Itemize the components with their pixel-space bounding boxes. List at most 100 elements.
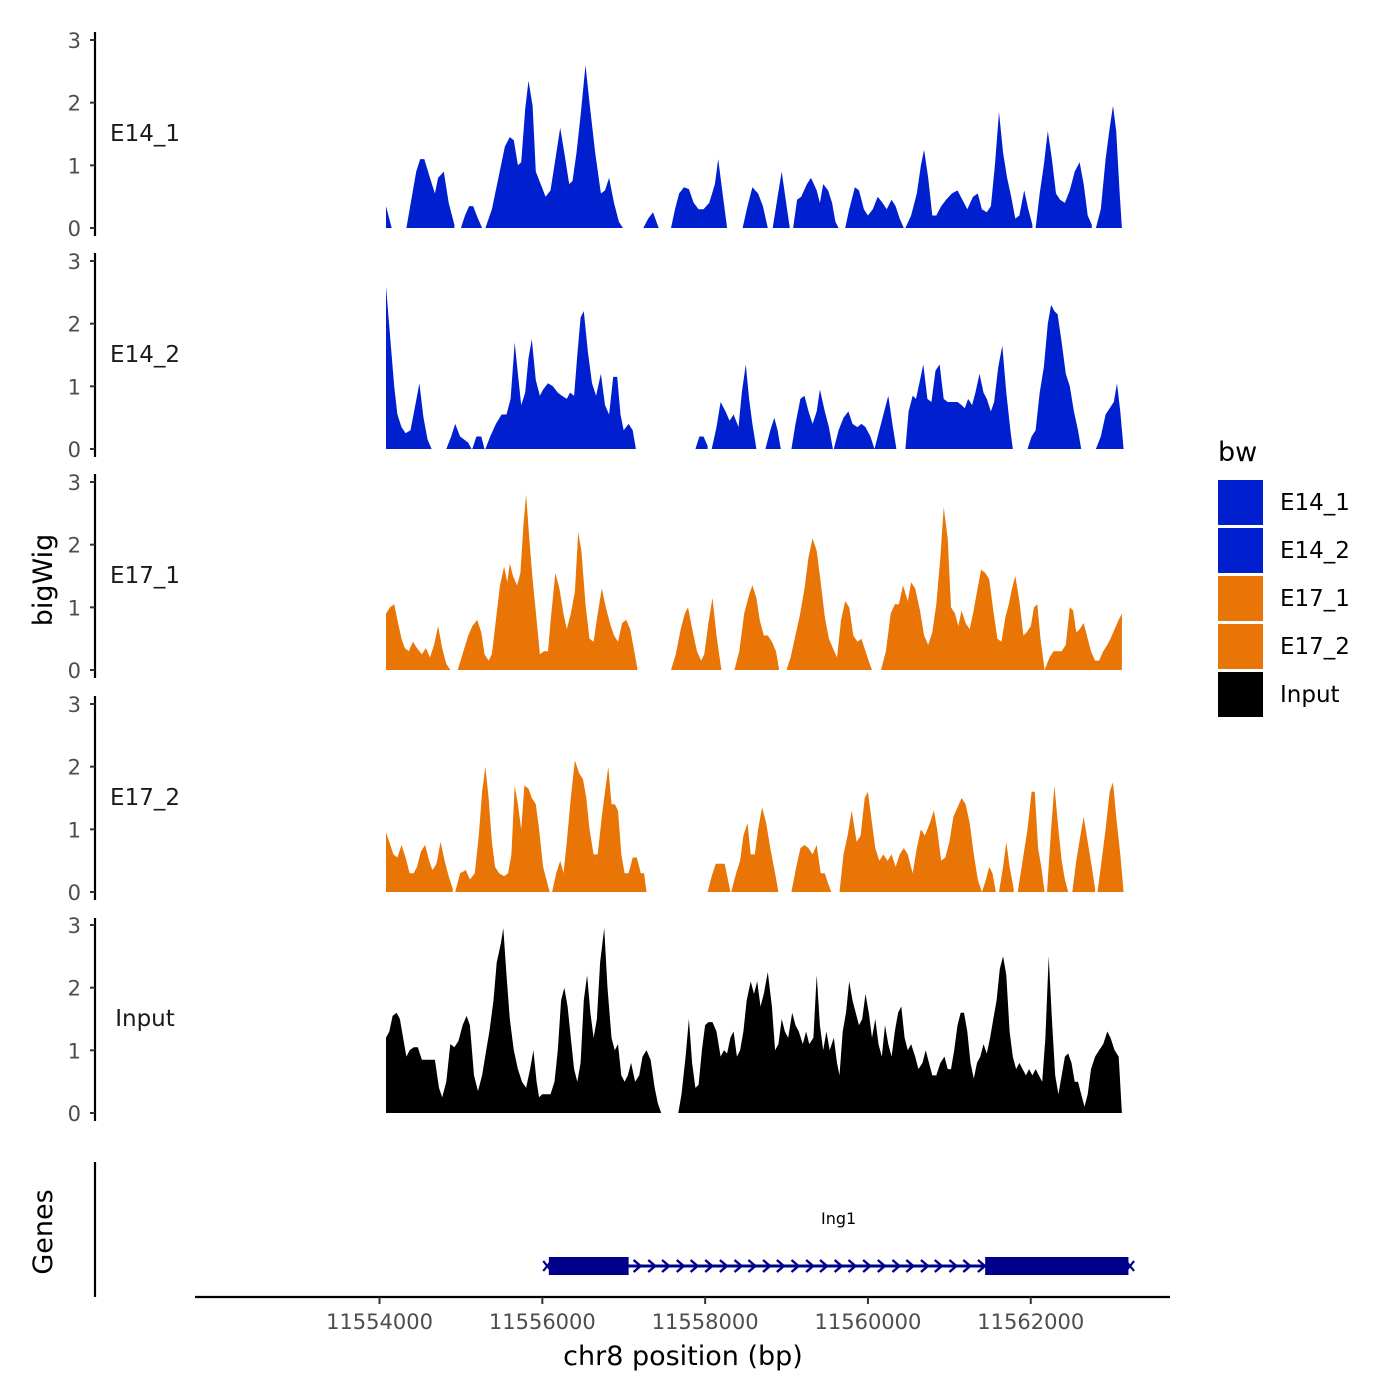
legend-swatch <box>1218 672 1263 717</box>
coverage-area <box>707 863 731 892</box>
coverage-area <box>845 187 904 228</box>
strand-arrow <box>920 1259 930 1273</box>
coverage-area <box>695 436 708 449</box>
y-tick-label: 0 <box>68 659 81 683</box>
coverage-area <box>1035 130 1092 228</box>
gene-name-label: Ing1 <box>821 1209 856 1228</box>
coverage-area <box>981 866 996 892</box>
y-tick-label: 3 <box>68 29 81 53</box>
y-tick-label: 0 <box>68 217 81 241</box>
coverage-area <box>905 112 1033 228</box>
coverage-area <box>793 177 839 228</box>
coverage-area <box>671 597 722 670</box>
track-E14_1: 0 1 2 3 E14_1 <box>68 29 1122 241</box>
strand-arrow <box>891 1259 902 1273</box>
y-tick-label: 2 <box>68 92 81 116</box>
genes-axis-title: Genes <box>28 1189 59 1274</box>
coverage-area <box>406 159 455 228</box>
coverage-area <box>446 423 472 449</box>
coverage-area <box>457 494 638 670</box>
coverage-area <box>765 417 781 449</box>
coverage-area <box>786 538 872 670</box>
track-Input: 0 1 2 3 Input <box>68 914 1122 1126</box>
strand-arrow <box>661 1259 671 1273</box>
x-axis: 11554000 11556000 11558000 11560000 11562000 <box>195 1295 1170 1334</box>
strand-arrow <box>833 1259 844 1273</box>
y-tick-label: 1 <box>68 1039 81 1063</box>
gene-end-cap <box>542 1260 553 1272</box>
y-tick-label: 1 <box>68 818 81 842</box>
track-label: E17_1 <box>110 563 180 589</box>
y-tick-label: 0 <box>68 438 81 462</box>
coverage-area <box>643 212 659 228</box>
coverage-area <box>455 766 550 892</box>
coverage-area <box>460 206 483 228</box>
legend-label: E17_1 <box>1280 586 1350 612</box>
coverage-area <box>839 791 982 892</box>
legend-swatch <box>1218 480 1263 525</box>
track-E17_1: 0 1 2 3 E17_1 <box>68 471 1122 683</box>
coverage-area <box>386 286 432 449</box>
coverage-area <box>1095 105 1122 228</box>
coverage-area <box>881 507 1045 670</box>
y-tick-label: 0 <box>68 881 81 905</box>
strand-arrow <box>933 1259 944 1273</box>
strand-arrow <box>719 1259 729 1273</box>
coverage-area <box>874 395 897 449</box>
strand-arrow <box>762 1259 772 1273</box>
strand-arrow <box>962 1259 973 1273</box>
coverage-area <box>791 389 833 449</box>
gene-track: Ing1 <box>93 1162 1135 1297</box>
coverage-area <box>472 436 485 449</box>
strand-arrow <box>704 1259 715 1273</box>
y-tick-label: 1 <box>68 154 81 178</box>
coverage-area <box>833 411 875 449</box>
x-tick-label: 11562000 <box>977 1310 1084 1334</box>
y-tick-label: 0 <box>68 1102 81 1126</box>
coverage-area <box>742 187 768 228</box>
strand-arrow <box>862 1259 872 1273</box>
coverage-area <box>386 832 453 892</box>
legend-label: E14_1 <box>1280 490 1350 516</box>
coverage-area <box>1044 607 1122 670</box>
track-label: E14_1 <box>110 121 180 147</box>
strand-arrow <box>805 1259 815 1273</box>
legend-swatch <box>1218 528 1263 573</box>
x-tick-label: 11558000 <box>652 1310 759 1334</box>
strand-arrow <box>632 1259 643 1273</box>
strand-arrow <box>905 1259 916 1273</box>
coverage-area <box>386 206 392 228</box>
gene-exon <box>548 1257 629 1275</box>
coverage-area <box>485 65 623 228</box>
track-label: E17_2 <box>110 785 180 811</box>
track-E17_2: 0 1 2 3 E17_2 <box>68 693 1124 905</box>
y-tick-label: 1 <box>68 596 81 620</box>
legend: bw E14_1 E14_2 E17_1 E17_2 Input <box>1218 437 1350 717</box>
coverage-area <box>386 928 662 1113</box>
x-axis-title: chr8 position (bp) <box>563 1341 803 1372</box>
coverage-area <box>1027 304 1082 449</box>
coverage-tracks: 0 1 2 3 E14_1 0 1 2 3 E14_2 0 1 2 3 E17_1 0 1 2 3 E17_2 0 1 2 3… <box>68 29 1124 1126</box>
legend-label: E14_2 <box>1280 538 1350 564</box>
coverage-area <box>671 159 728 228</box>
y-tick-label: 3 <box>68 471 81 495</box>
coverage-area <box>485 311 636 449</box>
strand-arrow <box>790 1259 801 1273</box>
strand-arrow <box>675 1259 686 1273</box>
coverage-area <box>1017 791 1045 892</box>
y-tick-label: 2 <box>68 313 81 337</box>
coverage-area <box>1097 782 1124 892</box>
coverage-area <box>999 841 1014 892</box>
y-tick-label: 2 <box>68 534 81 558</box>
strand-arrow <box>847 1259 858 1273</box>
strand-arrow <box>948 1259 959 1273</box>
y-tick-label: 3 <box>68 693 81 717</box>
legend-swatch <box>1218 576 1263 621</box>
gene-end-cap <box>1125 1260 1135 1272</box>
track-label: Input <box>115 1006 175 1032</box>
coverage-area <box>905 345 1013 449</box>
y-tick-label: 3 <box>68 250 81 274</box>
x-tick-label: 11560000 <box>815 1310 922 1334</box>
strand-arrow <box>877 1259 887 1273</box>
